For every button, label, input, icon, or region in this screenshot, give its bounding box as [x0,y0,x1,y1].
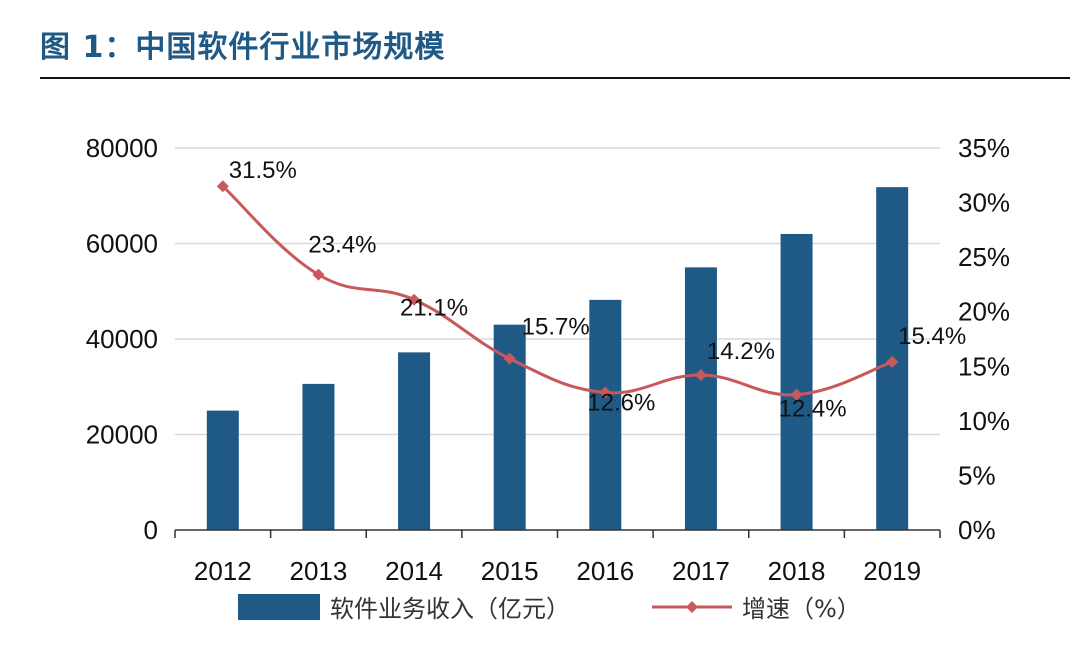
x-tick-label: 2015 [481,556,539,586]
legend-line-label: 增速（%） [742,595,861,623]
x-tick-label: 2016 [576,556,634,586]
growth-label-2014: 21.1% [400,295,468,322]
legend-line-marker [686,601,698,613]
growth-marker-2014 [408,293,421,306]
bar-2018 [780,233,813,530]
x-tick-label: 2012 [194,556,252,586]
growth-marker-2019 [886,355,899,368]
right-tick-label: 35% [958,133,1010,163]
right-tick-label: 30% [958,188,1010,218]
x-tick-label: 2019 [863,556,921,586]
growth-label-2019: 15.4% [898,323,966,350]
legend: 软件业务收入（亿元） 增速（%） [238,594,861,623]
bar-2012 [206,410,239,530]
x-tick-label: 2017 [672,556,730,586]
growth-marker-2015 [503,352,516,365]
line-series [216,180,899,401]
bar-2014 [398,352,431,530]
title-rule [40,77,1070,79]
figure-title: 图 1：中国软件行业市场规模 [40,30,446,65]
x-axis-ticks: 2012 2013 2014 2015 2016 2017 2018 2019 [194,556,921,586]
right-tick-label: 10% [958,406,1010,436]
growth-label-2015: 15.7% [522,314,590,341]
growth-label-2018: 12.4% [779,396,847,423]
growth-marker-2012 [216,180,229,193]
growth-marker-2018 [790,388,803,401]
right-axis-ticks: 0% 5% 10% 15% 20% 25% 30% 35% [958,133,1010,545]
left-axis-ticks: 0 20000 40000 60000 80000 [86,133,158,545]
growth-marker-2017 [694,369,707,382]
left-tick-label: 80000 [86,133,158,163]
axes [174,529,941,538]
right-tick-label: 5% [958,460,996,490]
left-tick-label: 60000 [86,229,158,259]
bar-2017 [684,267,717,530]
growth-label-2013: 23.4% [308,232,376,259]
x-tick-label: 2014 [385,556,443,586]
growth-label-2017: 14.2% [707,338,775,365]
growth-marker-2016 [599,386,612,399]
growth-label-2016: 12.6% [587,389,655,416]
right-tick-label: 0% [958,515,996,545]
x-tick-label: 2013 [290,556,348,586]
growth-label-2012: 31.5% [229,157,297,184]
right-tick-label: 25% [958,242,1010,272]
legend-bar-label: 软件业务收入（亿元） [330,595,570,623]
left-tick-label: 20000 [86,420,158,450]
bar-2013 [302,383,335,530]
right-tick-label: 15% [958,351,1010,381]
grid-lines [175,147,940,436]
left-tick-label: 40000 [86,324,158,354]
left-tick-label: 0 [144,515,158,545]
bar-2016 [589,299,622,530]
right-tick-label: 20% [958,297,1010,327]
legend-bar-swatch [238,594,320,620]
growth-marker-2013 [312,268,325,281]
line-data-labels: 31.5% 23.4% 21.1% 15.7% 12.6% 14.2% 12.4% 15.4% [229,157,966,422]
x-tick-label: 2018 [768,556,826,586]
